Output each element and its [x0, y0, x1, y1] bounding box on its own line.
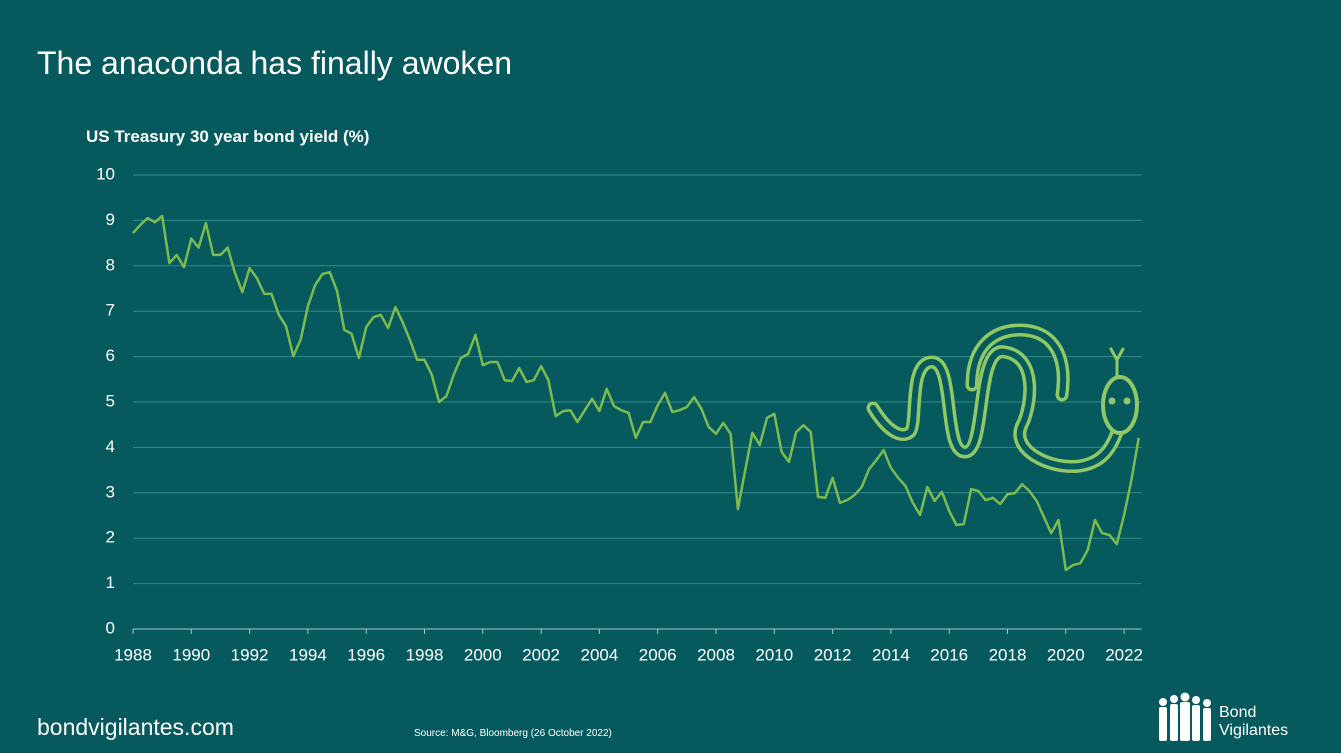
- snake-body-inner: [870, 348, 1121, 470]
- chart-title: The anaconda has finally awoken: [37, 45, 512, 81]
- x-tick-label: 2010: [755, 645, 793, 664]
- y-tick-label: 9: [106, 210, 115, 229]
- y-tick-label: 0: [106, 618, 115, 637]
- x-tick-label: 2000: [464, 645, 502, 664]
- x-tick-label: 2014: [872, 645, 910, 664]
- y-tick-label: 4: [106, 437, 115, 456]
- logo-text: Bond: [1219, 704, 1256, 721]
- source-note: Source: M&G, Bloomberg (26 October 2022): [414, 728, 612, 739]
- x-tick-label: 2016: [930, 645, 968, 664]
- x-tick-label: 2008: [697, 645, 735, 664]
- plot-area: 0 1 2 3 4 5 6 7 8 9 10 1988 1990 1992 1994 1996 1998 2000…: [96, 164, 1143, 664]
- snake-arch-inner: [969, 327, 1067, 398]
- x-tick-label: 2012: [814, 645, 852, 664]
- logo-figures: [1159, 692, 1211, 741]
- x-tick-label: 2022: [1105, 645, 1143, 664]
- snake-illustration: [866, 323, 1139, 473]
- snake-head: [1101, 375, 1139, 435]
- x-tick-label: 2004: [580, 645, 618, 664]
- x-tick-label: 1988: [114, 645, 152, 664]
- snake-eye: [1123, 397, 1131, 405]
- x-tick-label: 1990: [172, 645, 210, 664]
- data-line: [132, 214, 1140, 572]
- y-tick-label: 6: [106, 346, 115, 365]
- y-tick-label: 7: [106, 301, 115, 320]
- y-tick-label: 3: [106, 482, 115, 501]
- x-tick-label: 1996: [347, 645, 385, 664]
- y-axis-label: US Treasury 30 year bond yield (%): [86, 127, 369, 146]
- y-tick-label: 5: [106, 391, 115, 410]
- logo-text: Vigilantes: [1219, 722, 1288, 739]
- x-tick-label: 1998: [406, 645, 444, 664]
- snake-tongue: [1109, 347, 1125, 379]
- x-tick-label: 2006: [639, 645, 677, 664]
- website: bondvigilantes.com: [37, 714, 234, 740]
- x-tick-label: 2018: [989, 645, 1027, 664]
- y-tick-label: 10: [96, 164, 115, 183]
- x-tick-label: 1994: [289, 645, 327, 664]
- y-tick-label: 2: [106, 528, 115, 547]
- y-tick-label: 1: [106, 573, 115, 592]
- x-tick-label: 2020: [1047, 645, 1085, 664]
- x-tick-label: 1992: [231, 645, 269, 664]
- y-tick-label: 8: [106, 255, 115, 274]
- x-tick-label: 2002: [522, 645, 560, 664]
- snake-eye: [1108, 397, 1116, 405]
